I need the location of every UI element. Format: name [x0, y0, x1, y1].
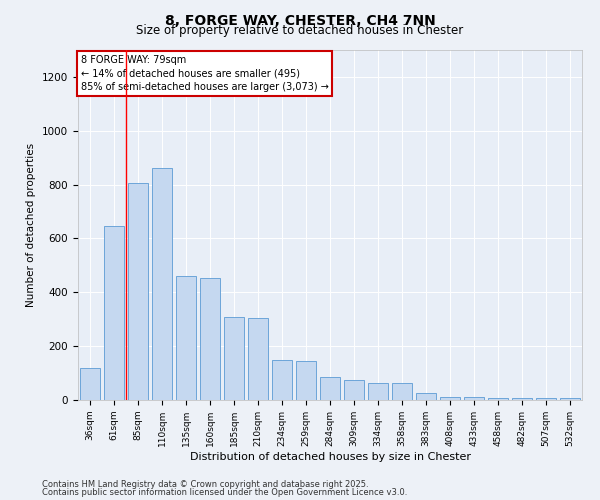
Bar [392, 382, 412, 400]
Bar [200, 278, 220, 400]
Text: 8 FORGE WAY: 79sqm
← 14% of detached houses are smaller (495)
85% of semi-detach: 8 FORGE WAY: 79sqm ← 14% of detached hou… [80, 56, 328, 92]
Bar [104, 226, 124, 400]
Bar [152, 168, 172, 400]
Text: Contains HM Land Registry data © Crown copyright and database right 2025.: Contains HM Land Registry data © Crown c… [42, 480, 368, 489]
Bar [512, 398, 532, 400]
Bar [128, 184, 148, 400]
Bar [464, 397, 484, 400]
Bar [272, 360, 292, 400]
Bar [440, 397, 460, 400]
Bar [176, 276, 196, 400]
Bar [560, 398, 580, 400]
Bar [80, 368, 100, 400]
Bar [248, 318, 268, 400]
Bar [488, 398, 508, 400]
Bar [368, 382, 388, 400]
Bar [536, 398, 556, 400]
X-axis label: Distribution of detached houses by size in Chester: Distribution of detached houses by size … [190, 452, 470, 462]
Text: 8, FORGE WAY, CHESTER, CH4 7NN: 8, FORGE WAY, CHESTER, CH4 7NN [164, 14, 436, 28]
Bar [320, 377, 340, 400]
Y-axis label: Number of detached properties: Number of detached properties [26, 143, 37, 307]
Bar [224, 316, 244, 400]
Bar [296, 361, 316, 400]
Bar [416, 394, 436, 400]
Bar [344, 380, 364, 400]
Text: Contains public sector information licensed under the Open Government Licence v3: Contains public sector information licen… [42, 488, 407, 497]
Text: Size of property relative to detached houses in Chester: Size of property relative to detached ho… [136, 24, 464, 37]
